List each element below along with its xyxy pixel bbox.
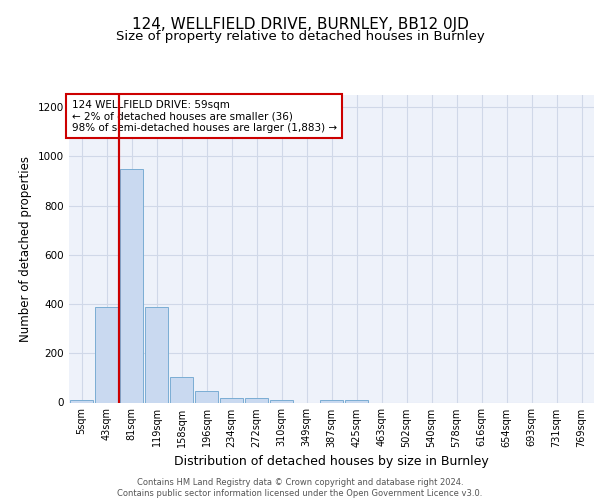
Bar — [145, 306, 169, 402]
Bar — [220, 398, 244, 402]
Bar — [170, 376, 193, 402]
Bar — [70, 400, 94, 402]
Bar — [95, 306, 118, 402]
X-axis label: Distribution of detached houses by size in Burnley: Distribution of detached houses by size … — [174, 455, 489, 468]
Bar — [194, 390, 218, 402]
Bar — [344, 400, 368, 402]
Text: 124, WELLFIELD DRIVE, BURNLEY, BB12 0JD: 124, WELLFIELD DRIVE, BURNLEY, BB12 0JD — [131, 18, 469, 32]
Text: Size of property relative to detached houses in Burnley: Size of property relative to detached ho… — [116, 30, 484, 43]
Bar — [269, 400, 293, 402]
Bar — [119, 169, 143, 402]
Text: Contains HM Land Registry data © Crown copyright and database right 2024.
Contai: Contains HM Land Registry data © Crown c… — [118, 478, 482, 498]
Bar — [320, 400, 343, 402]
Y-axis label: Number of detached properties: Number of detached properties — [19, 156, 32, 342]
Text: 124 WELLFIELD DRIVE: 59sqm
← 2% of detached houses are smaller (36)
98% of semi-: 124 WELLFIELD DRIVE: 59sqm ← 2% of detac… — [71, 100, 337, 133]
Bar — [245, 398, 268, 402]
